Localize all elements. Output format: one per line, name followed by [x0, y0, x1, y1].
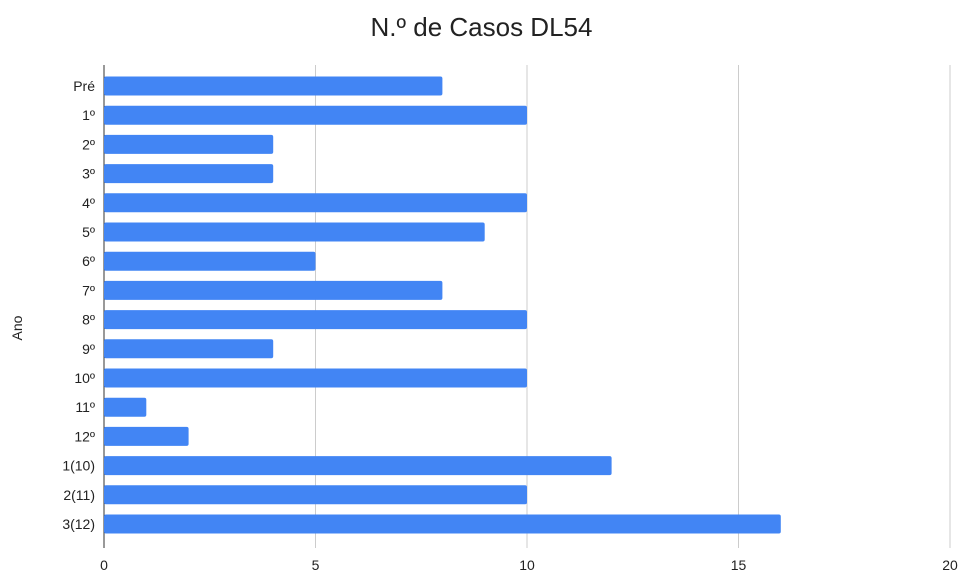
category-label-4: 4º — [82, 195, 95, 211]
category-label-15: 3(12) — [62, 516, 95, 532]
category-label-3: 3º — [82, 166, 95, 182]
bar-13 — [104, 456, 612, 476]
category-label-5: 5º — [82, 224, 95, 240]
x-tick-label-20: 20 — [942, 557, 958, 571]
category-label-9: 9º — [82, 341, 95, 357]
bar-10 — [104, 368, 527, 388]
bar-8 — [104, 310, 527, 330]
x-tick-labels: 0 5 10 15 20 — [100, 557, 958, 571]
bar-6 — [104, 251, 316, 271]
x-tick-label-15: 15 — [731, 557, 747, 571]
category-label-6: 6º — [82, 253, 95, 269]
bar-11 — [104, 397, 147, 417]
bars — [104, 76, 781, 534]
x-tick-label-0: 0 — [100, 557, 108, 571]
bar-2 — [104, 134, 274, 154]
category-labels: Pré 1º 2º 3º 4º 5º 6º 7º 8º 9º 10º 11º 12º 1(10) 2(11)… — [62, 78, 95, 532]
category-label-7: 7º — [82, 282, 95, 298]
bar-5 — [104, 222, 485, 242]
category-label-2: 2º — [82, 136, 95, 152]
category-label-14: 2(11) — [63, 487, 95, 503]
category-label-1: 1º — [82, 107, 95, 123]
bar-7 — [104, 280, 443, 300]
category-label-12: 12º — [74, 428, 95, 444]
bar-1 — [104, 105, 527, 125]
bar-14 — [104, 485, 527, 505]
x-tick-label-10: 10 — [519, 557, 535, 571]
bar-15 — [104, 514, 781, 534]
bar-3 — [104, 164, 274, 184]
x-tick-label-5: 5 — [312, 557, 320, 571]
bar-12 — [104, 426, 189, 446]
bar-0 — [104, 76, 443, 96]
bar-9 — [104, 339, 274, 359]
category-label-11: 11º — [75, 399, 95, 415]
category-label-0: Pré — [73, 78, 95, 94]
category-label-8: 8º — [82, 312, 95, 328]
category-label-13: 1(10) — [62, 458, 95, 474]
category-label-10: 10º — [74, 370, 95, 386]
bar-4 — [104, 193, 527, 213]
chart-title: N.º de Casos DL54 — [370, 12, 593, 42]
